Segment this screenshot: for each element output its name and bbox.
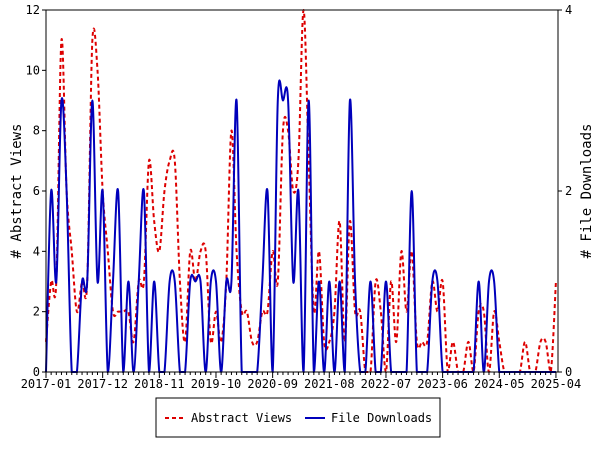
y-tick-label-left: 4 [33,244,40,258]
y-tick-label-left: 10 [26,63,40,77]
y-tick-label-left: 6 [33,184,40,198]
y-tick-label-left: 8 [33,124,40,138]
x-tick-label: 2017-01 [21,377,72,391]
x-tick-label: 2021-08 [304,377,355,391]
x-tick-label: 2019-10 [191,377,242,391]
y-tick-label-left: 12 [26,3,40,17]
legend-label-downloads: File Downloads [331,411,432,425]
series-line-file-downloads [46,80,556,372]
y-axis-label-right: # File Downloads [579,124,595,259]
y-tick-label-right: 2 [565,184,572,198]
legend: Abstract Views File Downloads [156,398,440,437]
x-tick-label: 2023-06 [417,377,468,391]
y-tick-label-left: 2 [33,305,40,319]
y-axis-label-left: # Abstract Views [9,124,25,259]
x-tick-label: 2022-07 [361,377,412,391]
x-tick-label: 2020-09 [247,377,298,391]
x-tick-label: 2024-05 [474,377,525,391]
legend-label-views: Abstract Views [191,411,292,425]
x-tick-label: 2018-11 [134,377,185,391]
x-tick-label: 2025-04 [531,377,582,391]
x-tick-label: 2017-12 [77,377,128,391]
y-tick-label-right: 4 [565,3,572,17]
